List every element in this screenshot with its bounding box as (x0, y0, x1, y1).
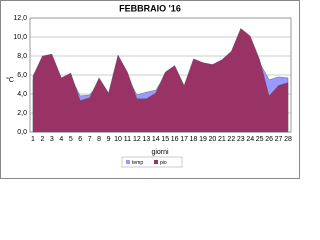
x-tick-label: 28 (284, 136, 292, 143)
area (32, 28, 289, 133)
y-tick-label: 6,0 (17, 72, 27, 79)
x-tick-label: 1 (31, 136, 35, 143)
x-tick-label: 15 (161, 136, 169, 143)
legend-swatch (154, 160, 158, 164)
x-tick-label: 5 (69, 136, 73, 143)
x-tick-label: 24 (246, 136, 254, 143)
y-tick-label: 4,0 (17, 91, 27, 98)
x-tick-label: 14 (152, 136, 160, 143)
y-tick-label: 8,0 (17, 53, 27, 60)
legend-swatch (126, 160, 130, 164)
x-tick-label: 9 (107, 136, 111, 143)
x-tick-label: 17 (180, 136, 188, 143)
legend-box (121, 156, 183, 168)
x-tick-label: 25 (256, 136, 264, 143)
y-axis-label: °C (6, 76, 14, 84)
x-tick-label: 4 (59, 136, 63, 143)
x-tick-label: 11 (124, 136, 131, 143)
x-tick-label: 19 (199, 136, 207, 143)
x-tick-label: 18 (190, 136, 198, 143)
x-tick-label: 6 (78, 136, 82, 143)
x-tick-label: 23 (237, 136, 245, 143)
x-tick-label: 10 (114, 136, 122, 143)
x-tick-label: 7 (88, 136, 92, 143)
y-tick-label: 12,0 (13, 15, 27, 22)
x-tick-label: 12 (133, 136, 141, 143)
y-tick-label: 0,0 (17, 129, 27, 136)
legend-label: pio (160, 160, 167, 166)
x-tick-label: 27 (275, 136, 283, 143)
x-axis-label: giorni (151, 149, 169, 156)
y-tick-label: 2,0 (17, 110, 27, 117)
x-tick-label: 21 (218, 136, 226, 143)
x-tick-label: 20 (209, 136, 217, 143)
x-tick-label: 8 (97, 136, 101, 143)
x-tick-label: 16 (171, 136, 179, 143)
chart-title: FEBBRAIO '16 (119, 3, 181, 13)
x-tick-label: 3 (50, 136, 54, 143)
legend-label: temp (132, 160, 143, 166)
chart: FEBBRAIO '16 giorni °C 0,0 2,0 4,0 6,0 8,0 10… (0, 0, 300, 179)
x-tick-label: 26 (265, 136, 273, 143)
x-tick-label: 13 (142, 136, 150, 143)
x-tick-label: 22 (227, 136, 235, 143)
x-tick-label: 2 (40, 136, 44, 143)
y-tick-label: 10,0 (13, 34, 27, 41)
